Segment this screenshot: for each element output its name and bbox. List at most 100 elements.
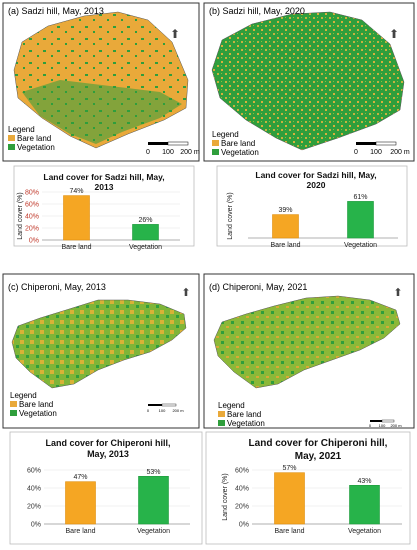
legend-heading: Legend <box>212 130 239 139</box>
map-area-chiperoni-2021 <box>213 295 401 389</box>
north-arrow-icon: ⬆ <box>389 27 399 41</box>
map-area-chiperoni-2013 <box>11 299 187 389</box>
data-label: 43% <box>357 478 371 485</box>
north-arrow-icon: ⬆ <box>393 287 402 299</box>
legend-swatch-bare-land <box>10 401 17 407</box>
map-legend: Legend Bare land Vegetation <box>8 125 55 152</box>
x-tick-label: Bare land <box>275 528 305 535</box>
legend-item-vegetation: Vegetation <box>227 419 265 428</box>
bar-bare-land <box>63 195 90 241</box>
chart-frame-b <box>216 165 408 247</box>
legend-swatch-bare-land <box>218 411 225 417</box>
data-label: 61% <box>353 194 367 201</box>
data-label: 39% <box>278 207 292 214</box>
data-label: 57% <box>282 465 296 472</box>
y-tick-label: 60% <box>25 202 39 209</box>
bar-vegetation <box>132 224 159 241</box>
chart-title-line: 2013 <box>95 182 114 192</box>
scale-tick: 100 <box>370 149 382 156</box>
bar-bare-land <box>272 214 299 239</box>
x-tick-label: Bare land <box>62 244 92 251</box>
y-axis-label: Land cover (%) <box>222 473 229 520</box>
chart-title-line: Land cover for Sadzi hill, May, <box>255 170 376 180</box>
y-tick-label: 60% <box>235 468 249 475</box>
scale-tick: 0 <box>369 423 372 428</box>
map-panel-a: (a) Sadzi hill, May, 2013 ⬆ Legend Bare … <box>2 2 200 162</box>
bar-chart-sadzi-2020: Land cover for Sadzi hill, May,2020 Land … <box>227 170 398 249</box>
scale-tick: 0 <box>147 408 150 413</box>
legend-swatch-vegetation <box>218 420 225 426</box>
y-axis-label: Land cover (%) <box>17 192 24 239</box>
legend-swatch-vegetation <box>212 149 219 155</box>
x-tick-label: Bare land <box>271 242 301 249</box>
scale-tick: 100 <box>162 149 174 156</box>
chart-title-line: May, 2013 <box>87 449 129 459</box>
x-tick-label: Bare land <box>66 528 96 535</box>
scale-bar: 0 100 200 m <box>354 141 410 156</box>
map-legend: Legend Bare land Vegetation <box>218 401 265 428</box>
north-arrow-icon: ⬆ <box>181 287 190 299</box>
scale-tick: 200 m <box>390 149 410 156</box>
scale-bar: 0 100 200 m <box>146 141 200 156</box>
x-tick-label: Vegetation <box>348 528 381 535</box>
legend-item-vegetation: Vegetation <box>19 409 57 418</box>
chart-title-line: May, 2021 <box>295 451 342 462</box>
x-tick-label: Vegetation <box>344 242 377 249</box>
map-panel-b: (b) Sadzi hill, May, 2020 ⬆ Legend Bare … <box>203 2 415 162</box>
bar-vegetation <box>347 201 374 239</box>
y-tick-label: 0% <box>239 522 249 529</box>
map-title: (b) Sadzi hill, May, 2020 <box>209 6 305 16</box>
bar-chart-chiperoni-2013: Land cover for Chiperoni hill,May, 2013 0… <box>27 438 190 535</box>
data-label: 53% <box>146 469 160 476</box>
chart-title-line: 2020 <box>307 180 326 190</box>
y-tick-label: 20% <box>25 226 39 233</box>
y-tick-label: 40% <box>25 214 39 221</box>
y-tick-label: 20% <box>27 504 41 511</box>
y-tick-label: 40% <box>235 486 249 493</box>
bar-chart-sadzi-2013: Land cover for Sadzi hill, May,2013 Land … <box>17 172 180 251</box>
bar-bare-land <box>65 481 96 525</box>
legend-item-bare-land: Bare land <box>227 410 261 419</box>
y-tick-label: 60% <box>27 468 41 475</box>
legend-item-bare-land: Bare land <box>19 400 53 409</box>
chart-title-line: Land cover for Sadzi hill, May, <box>43 172 164 182</box>
legend-item-vegetation: Vegetation <box>17 143 55 152</box>
legend-swatch-vegetation <box>8 144 15 150</box>
data-label: 74% <box>69 188 83 195</box>
map-legend: Legend Bare land Vegetation <box>212 130 259 157</box>
scale-bar: 0 100 200 m <box>147 403 184 413</box>
legend-heading: Legend <box>218 401 245 410</box>
map-title: (a) Sadzi hill, May, 2013 <box>8 6 104 16</box>
chart-title-line: Land cover for Chiperoni hill, <box>45 438 170 448</box>
bar-bare-land <box>274 472 305 525</box>
bar-vegetation <box>349 484 380 525</box>
north-arrow-icon: ⬆ <box>170 27 180 41</box>
y-tick-label: 0% <box>31 522 41 529</box>
legend-swatch-vegetation <box>10 410 17 416</box>
legend-swatch-bare-land <box>8 135 15 141</box>
scale-tick: 0 <box>354 149 358 156</box>
legend-heading: Legend <box>10 391 37 400</box>
scale-tick: 200 m <box>180 149 200 156</box>
legend-item-vegetation: Vegetation <box>221 148 259 157</box>
y-tick-label: 0% <box>29 238 39 245</box>
data-label: 26% <box>138 217 152 224</box>
x-tick-label: Vegetation <box>129 244 162 251</box>
map-title: (d) Chiperoni, May, 2021 <box>209 282 307 292</box>
map-panel-d: (d) Chiperoni, May, 2021 ⬆ Legend Bare l… <box>203 273 415 429</box>
map-legend: Legend Bare land Vegetation <box>10 391 57 418</box>
y-tick-label: 20% <box>235 504 249 511</box>
x-tick-label: Vegetation <box>137 528 170 535</box>
map-title: (c) Chiperoni, May, 2013 <box>8 282 106 292</box>
y-axis-label: Land cover (%) <box>227 192 234 239</box>
map-panel-c: (c) Chiperoni, May, 2013 ⬆ Legend Bare l… <box>2 273 200 429</box>
bar-vegetation <box>138 475 169 525</box>
scale-bar: 0 100 200 m <box>369 419 402 428</box>
legend-swatch-bare-land <box>212 140 219 146</box>
data-label: 47% <box>73 474 87 481</box>
chart-title-line: Land cover for Chiperoni hill, <box>249 438 388 449</box>
y-tick-label: 40% <box>27 486 41 493</box>
legend-heading: Legend <box>8 125 35 134</box>
scale-tick: 100 <box>159 408 166 413</box>
